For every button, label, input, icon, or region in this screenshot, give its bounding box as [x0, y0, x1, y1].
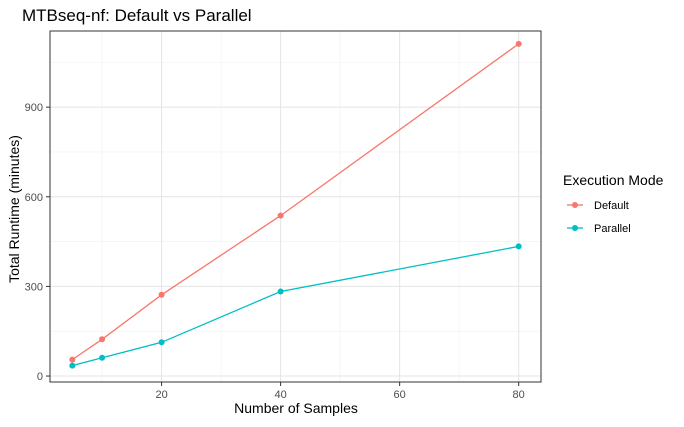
x-tick-label: 20	[155, 389, 167, 401]
y-tick-label: 600	[25, 192, 43, 204]
chart-title: MTBseq-nf: Default vs Parallel	[22, 6, 252, 25]
data-point-default	[277, 212, 284, 219]
legend: Execution Mode Default Parallel	[563, 172, 664, 235]
data-point-default	[158, 291, 165, 298]
x-tick-label: 60	[394, 389, 406, 401]
legend-label-parallel: Parallel	[594, 223, 631, 235]
plot-panel: 20 40 60 80 0 300 600 900	[25, 30, 542, 401]
data-point-parallel	[158, 339, 165, 346]
x-axis-label: Number of Samples	[234, 400, 358, 416]
data-point-default	[515, 40, 522, 47]
legend-key-point	[572, 202, 578, 208]
x-tick-label: 80	[513, 389, 525, 401]
legend-title: Execution Mode	[563, 172, 664, 188]
data-point-parallel	[277, 288, 284, 295]
y-tick-label: 900	[25, 102, 43, 114]
data-point-parallel	[515, 243, 522, 250]
data-point-parallel	[69, 362, 76, 369]
y-tick-label: 0	[37, 371, 43, 383]
data-point-default	[99, 336, 106, 343]
legend-label-default: Default	[594, 200, 629, 212]
y-axis-label: Total Runtime (minutes)	[6, 135, 22, 283]
y-tick-label: 300	[25, 281, 43, 293]
x-tick-label: 40	[274, 389, 286, 401]
data-point-default	[69, 356, 76, 363]
data-point-parallel	[99, 354, 106, 361]
legend-key-point	[572, 225, 578, 231]
panel-border	[49, 30, 542, 383]
